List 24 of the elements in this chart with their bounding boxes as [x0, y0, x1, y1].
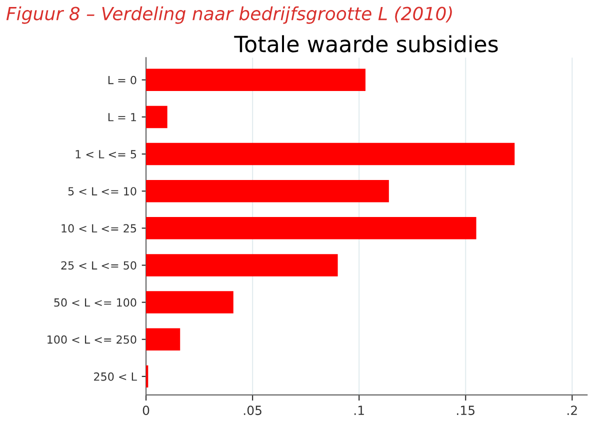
chart-title: Totale waarde subsidies — [234, 35, 498, 52]
x-tick-label: 0 — [142, 406, 150, 416]
y-tick-label: L = 0 — [108, 76, 136, 84]
x-tick-label: .2 — [568, 406, 577, 415]
bar — [146, 68, 366, 92]
bar — [146, 106, 168, 128]
bar — [146, 180, 389, 202]
y-tick-label: 10 < L <= 25 — [62, 224, 136, 233]
y-tick-label: 1 < L <= 5 — [76, 150, 136, 158]
y-tick-label: 5 < L <= 10 — [68, 187, 136, 196]
bar — [146, 328, 180, 350]
y-tick-label: 250 < L — [94, 372, 137, 381]
bar — [146, 254, 338, 276]
bar — [146, 217, 476, 240]
y-tick-label: 100 < L <= 250 — [48, 335, 136, 344]
bar — [146, 291, 234, 314]
bar — [146, 142, 515, 166]
x-tick-label: .15 — [457, 406, 474, 416]
x-tick-label: .05 — [244, 406, 262, 416]
text: Figuur 8 – Verdeling naar bedrijfsgrootte L (2010) — [6, 6, 452, 24]
y-tick-label: 50 < L <= 100 — [54, 298, 136, 307]
x-tick-label: .1 — [354, 406, 364, 415]
y-tick-label: L = 1 — [108, 113, 136, 122]
y-tick-label: 25 < L <= 50 — [61, 261, 136, 270]
